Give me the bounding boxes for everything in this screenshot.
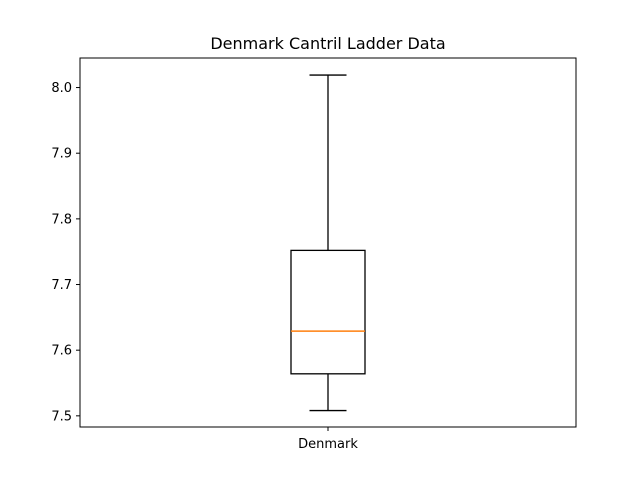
chart-title: Denmark Cantril Ladder Data [210, 34, 445, 53]
y-tick-label: 7.8 [51, 212, 72, 227]
box-series [290, 74, 366, 412]
y-tick-label: 7.7 [51, 278, 72, 293]
interquartile-box [290, 249, 366, 375]
y-tick-label: 7.5 [51, 409, 72, 424]
x-tick-label: Denmark [298, 437, 358, 452]
y-axis: 7.5 7.6 7.7 7.8 7.9 8.0 [51, 81, 80, 424]
x-axis: Denmark [298, 427, 358, 452]
y-tick-label: 8.0 [51, 81, 72, 96]
y-tick-label: 7.6 [51, 344, 72, 359]
y-tick-label: 7.9 [51, 147, 72, 162]
